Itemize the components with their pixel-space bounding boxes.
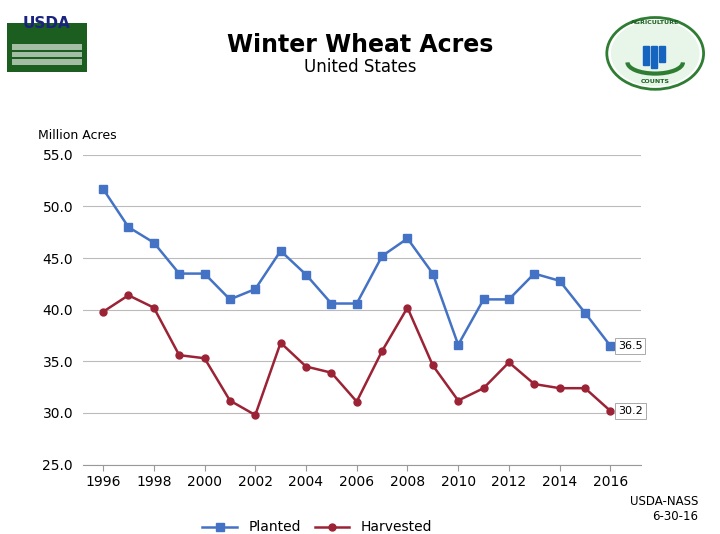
Harvested (276, 340, 285, 346)
Harvested (454, 397, 462, 404)
Bar (651, 46, 657, 68)
Text: AGRICULTURE: AGRICULTURE (631, 20, 680, 25)
FancyBboxPatch shape (12, 52, 82, 57)
Planted (530, 270, 539, 277)
Planted (200, 270, 209, 277)
Harvested (225, 397, 234, 404)
Planted (606, 343, 615, 349)
Planted (403, 235, 412, 242)
Harvested (302, 363, 310, 370)
Circle shape (611, 20, 700, 87)
Harvested (327, 370, 336, 376)
Planted (99, 186, 107, 192)
Line: Planted: Planted (99, 185, 615, 350)
Harvested (505, 359, 513, 366)
Text: USDA: USDA (22, 16, 71, 31)
Planted (352, 300, 361, 307)
Planted (327, 300, 336, 307)
Text: Winter Wheat Acres: Winter Wheat Acres (227, 34, 493, 57)
Harvested (251, 412, 260, 418)
Text: COUNTS: COUNTS (641, 80, 670, 84)
Text: 30.2: 30.2 (618, 406, 643, 416)
Harvested (606, 407, 615, 414)
Planted (251, 286, 260, 292)
Planted (276, 248, 285, 254)
Text: Million Acres: Million Acres (38, 129, 117, 143)
Planted (454, 342, 462, 348)
Planted (150, 239, 158, 246)
Planted (124, 224, 132, 230)
Planted (175, 270, 184, 277)
Planted (480, 296, 488, 303)
FancyBboxPatch shape (12, 44, 82, 50)
Line: Harvested: Harvested (99, 292, 614, 419)
Planted (580, 310, 589, 316)
Planted (378, 253, 387, 259)
Planted (555, 278, 564, 284)
Text: 36.5: 36.5 (618, 341, 642, 351)
Harvested (428, 362, 437, 368)
Planted (428, 270, 437, 277)
FancyBboxPatch shape (12, 59, 82, 65)
Harvested (175, 352, 184, 358)
Planted (302, 271, 310, 278)
Harvested (99, 309, 107, 315)
Planted (505, 296, 513, 303)
Harvested (124, 292, 132, 299)
Harvested (200, 355, 209, 362)
Planted (225, 296, 234, 303)
Bar (660, 46, 665, 62)
Bar (643, 46, 649, 65)
Harvested (480, 385, 488, 391)
Legend: Planted, Harvested: Planted, Harvested (197, 515, 438, 534)
Text: USDA-NASS
6-30-16: USDA-NASS 6-30-16 (630, 496, 698, 523)
Harvested (555, 385, 564, 391)
Harvested (580, 385, 589, 391)
FancyBboxPatch shape (7, 23, 87, 72)
Text: United States: United States (304, 58, 416, 76)
Harvested (403, 304, 412, 311)
Harvested (352, 398, 361, 405)
Harvested (530, 381, 539, 387)
Harvested (150, 304, 158, 311)
Harvested (378, 348, 387, 354)
